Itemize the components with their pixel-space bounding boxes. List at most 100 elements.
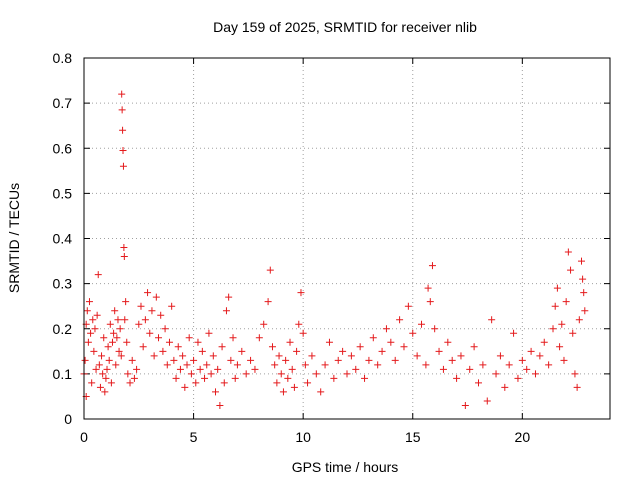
data-point [334, 356, 342, 364]
data-point [118, 90, 126, 98]
y-tick-label: 0.4 [53, 231, 73, 247]
data-point [413, 352, 421, 360]
data-point [369, 334, 377, 342]
x-tick-label: 5 [190, 429, 198, 445]
data-point [505, 361, 513, 369]
data-point [255, 334, 263, 342]
data-point [212, 388, 219, 396]
data-point [102, 374, 110, 382]
data-point [545, 361, 553, 369]
data-point [117, 352, 125, 360]
data-point [139, 343, 147, 351]
data-point [295, 320, 303, 328]
data-point [216, 401, 224, 409]
data-point [247, 356, 255, 364]
data-point [470, 343, 478, 351]
data-point [112, 361, 120, 369]
data-point [88, 379, 96, 387]
data-point [301, 361, 309, 369]
data-point [168, 302, 176, 310]
data-point [220, 379, 228, 387]
data-point [356, 343, 364, 351]
data-point [108, 338, 116, 346]
data-point [103, 365, 111, 373]
data-point [580, 289, 588, 297]
data-point [273, 379, 281, 387]
data-point [531, 370, 539, 378]
x-tick-label: 0 [80, 429, 88, 445]
data-point [96, 383, 104, 391]
data-point [104, 343, 112, 351]
data-point [562, 298, 570, 306]
data-point [365, 356, 373, 364]
data-point [118, 106, 126, 114]
data-point [567, 266, 575, 274]
data-point [170, 356, 178, 364]
y-tick-label: 0 [64, 411, 72, 427]
plot-frame [83, 57, 611, 420]
data-point [378, 347, 386, 355]
y-tick-label: 0.1 [53, 366, 73, 382]
data-point [288, 365, 296, 373]
data-point [192, 379, 200, 387]
data-point [205, 329, 213, 337]
data-point [581, 307, 589, 315]
data-point [161, 325, 169, 333]
data-point [275, 352, 283, 360]
x-tick-label: 10 [295, 429, 311, 445]
data-point [98, 352, 106, 360]
data-point [85, 298, 93, 306]
data-point [207, 370, 215, 378]
data-point [510, 329, 518, 337]
data-point [549, 325, 557, 333]
data-point [428, 262, 436, 270]
data-point [312, 370, 320, 378]
x-tick-label: 20 [515, 429, 531, 445]
data-point [227, 356, 235, 364]
data-point [492, 370, 500, 378]
data-point [418, 320, 426, 328]
data-point [122, 298, 130, 306]
data-point [94, 271, 102, 279]
data-point [159, 347, 167, 355]
data-point [114, 316, 122, 324]
data-point [396, 316, 404, 324]
data-point [93, 311, 101, 319]
data-point [527, 347, 535, 355]
data-point [387, 338, 395, 346]
data-point [536, 352, 544, 360]
data-point [339, 347, 347, 355]
data-point [242, 370, 250, 378]
data-point [540, 338, 548, 346]
data-point [81, 356, 89, 364]
data-point [431, 325, 439, 333]
data-point [92, 365, 100, 373]
data-point [264, 298, 272, 306]
data-point [163, 361, 171, 369]
data-point [321, 361, 329, 369]
data-point [111, 307, 119, 315]
data-point [135, 320, 143, 328]
data-point [343, 370, 351, 378]
data-point [564, 248, 572, 256]
data-point [523, 365, 531, 373]
data-point [105, 356, 113, 364]
data-point [120, 244, 128, 252]
data-point [518, 356, 526, 364]
data-point [382, 325, 390, 333]
data-point [115, 347, 123, 355]
data-point [325, 338, 333, 346]
data-point [496, 352, 504, 360]
data-point [501, 383, 509, 391]
data-point [284, 374, 292, 382]
data-point [201, 374, 209, 382]
data-point [347, 352, 355, 360]
data-point [426, 298, 434, 306]
data-point [119, 162, 127, 170]
y-tick-label: 0.8 [53, 50, 73, 66]
data-point [99, 370, 107, 378]
data-point [137, 302, 145, 310]
data-point [391, 356, 399, 364]
data-point [268, 343, 276, 351]
data-point [183, 361, 191, 369]
